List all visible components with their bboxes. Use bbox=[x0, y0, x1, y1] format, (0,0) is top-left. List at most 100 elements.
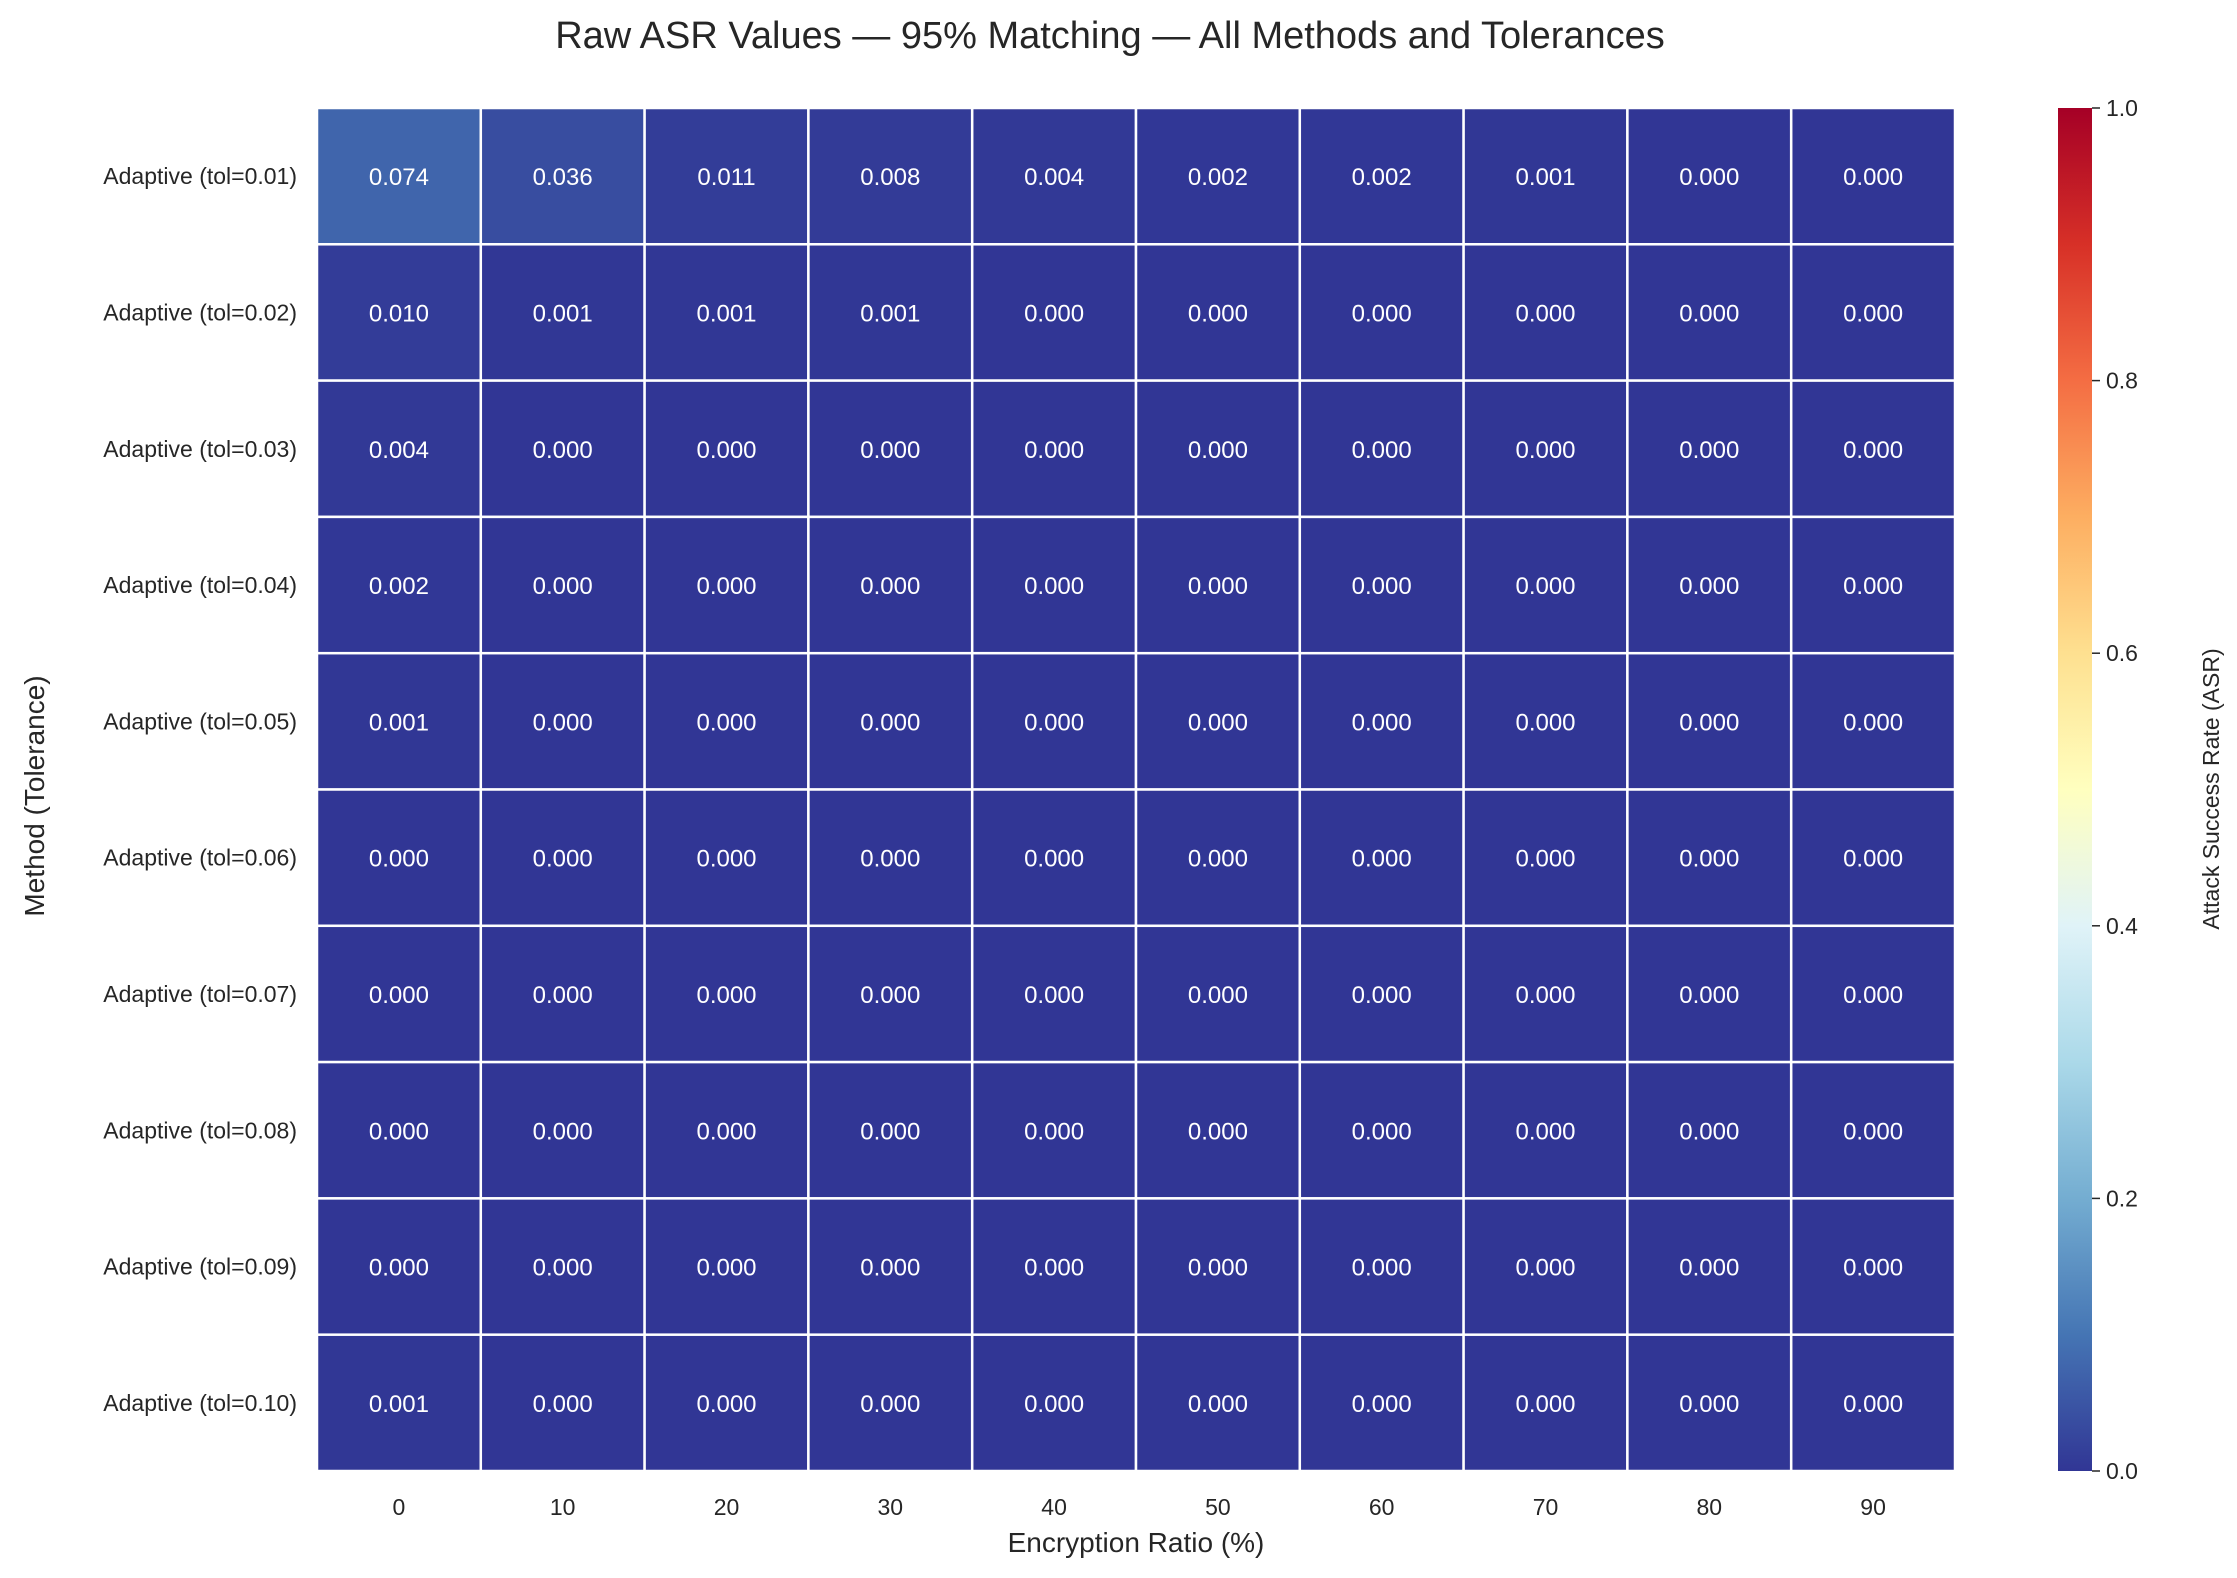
x-tick-label: 30 bbox=[878, 1494, 904, 1520]
heatmap-cell bbox=[479, 106, 646, 246]
heatmap-cell bbox=[1626, 1333, 1793, 1473]
heatmap-cell-value: 0.000 bbox=[1515, 300, 1575, 327]
heatmap-cell-value: 0.000 bbox=[696, 437, 756, 464]
heatmap-cell bbox=[1134, 788, 1302, 928]
heatmap-cell bbox=[807, 243, 974, 382]
x-tick-label: 50 bbox=[1205, 1494, 1231, 1520]
y-tick-label: Adaptive (tol=0.10) bbox=[103, 1390, 297, 1416]
heatmap-cell-value: 0.074 bbox=[369, 164, 429, 191]
heatmap-cell bbox=[1462, 651, 1629, 791]
heatmap-cell-value: 0.000 bbox=[369, 846, 429, 873]
heatmap-cell bbox=[643, 788, 810, 928]
heatmap-cell-value: 0.000 bbox=[1843, 846, 1903, 873]
heatmap-cell-value: 0.000 bbox=[1679, 1118, 1739, 1145]
heatmap-cell-value: 0.000 bbox=[696, 573, 756, 600]
colorbar-tick-label: 0.2 bbox=[2106, 1185, 2138, 1211]
heatmap-cell-value: 0.000 bbox=[1515, 573, 1575, 600]
heatmap-cell-value: 0.000 bbox=[860, 1255, 920, 1282]
colorbar-tick-label: 0.0 bbox=[2106, 1458, 2138, 1484]
heatmap-cell bbox=[1789, 1060, 1957, 1200]
heatmap-cell bbox=[643, 1197, 810, 1336]
heatmap-cell-value: 0.000 bbox=[1679, 300, 1739, 327]
heatmap-cell bbox=[479, 651, 646, 791]
x-tick-label: 20 bbox=[714, 1494, 740, 1520]
heatmap-cell-value: 0.000 bbox=[1515, 1391, 1575, 1418]
heatmap-cell-value: 0.000 bbox=[1679, 982, 1739, 1009]
y-axis-label: Method (Tolerance) bbox=[19, 675, 50, 916]
heatmap-cell bbox=[970, 1060, 1138, 1200]
heatmap-cell-value: 0.000 bbox=[1024, 1391, 1084, 1418]
colorbar-tick-label: 0.4 bbox=[2106, 913, 2138, 939]
heatmap-cell bbox=[1298, 1333, 1465, 1473]
heatmap-cell bbox=[643, 651, 810, 791]
heatmap-cell bbox=[315, 924, 483, 1064]
heatmap-cell bbox=[1626, 1197, 1793, 1336]
heatmap-cell-value: 0.000 bbox=[696, 1118, 756, 1145]
heatmap-cell-value: 0.000 bbox=[1515, 1118, 1575, 1145]
heatmap-cell-value: 0.000 bbox=[1352, 573, 1412, 600]
heatmap-cell bbox=[1134, 515, 1302, 655]
heatmap-cell-value: 0.000 bbox=[1024, 709, 1084, 736]
heatmap-cell bbox=[479, 243, 646, 382]
x-tick-label: 10 bbox=[550, 1494, 576, 1520]
heatmap-cell bbox=[315, 788, 483, 928]
heatmap-cell-value: 0.000 bbox=[1843, 1391, 1903, 1418]
heatmap-cell-value: 0.001 bbox=[369, 1391, 429, 1418]
heatmap-cell-value: 0.000 bbox=[696, 709, 756, 736]
heatmap-cell-value: 0.000 bbox=[1352, 1255, 1412, 1282]
y-tick-label: Adaptive (tol=0.08) bbox=[103, 1117, 297, 1143]
heatmap-cell bbox=[1134, 1060, 1302, 1200]
heatmap-cell bbox=[1298, 924, 1465, 1064]
heatmap-cell-value: 0.000 bbox=[1352, 846, 1412, 873]
heatmap-cell bbox=[1134, 1333, 1302, 1473]
x-axis-tick-labels: 0 10 20 30 40 50 60 70 80 90 bbox=[393, 1494, 1886, 1520]
heatmap-cell bbox=[970, 788, 1138, 928]
heatmap-cell bbox=[1462, 1060, 1629, 1200]
heatmap-cell-value: 0.000 bbox=[533, 1255, 593, 1282]
heatmap-cell bbox=[1626, 788, 1793, 928]
heatmap-cell bbox=[807, 924, 974, 1064]
heatmap-cell-value: 0.000 bbox=[860, 1118, 920, 1145]
heatmap-cell-value: 0.000 bbox=[1515, 982, 1575, 1009]
heatmap-cell-value: 0.036 bbox=[533, 164, 593, 191]
heatmap-cell-value: 0.000 bbox=[696, 982, 756, 1009]
heatmap-cell-value: 0.000 bbox=[860, 437, 920, 464]
heatmap-cell bbox=[479, 1333, 646, 1473]
heatmap-cell bbox=[1462, 243, 1629, 382]
heatmap-cell-value: 0.000 bbox=[1188, 1391, 1248, 1418]
heatmap-cell-value: 0.000 bbox=[860, 573, 920, 600]
heatmap-cell-value: 0.000 bbox=[1843, 982, 1903, 1009]
heatmap-cell-value: 0.000 bbox=[1679, 709, 1739, 736]
heatmap-cell bbox=[315, 1333, 483, 1473]
heatmap-cell bbox=[1626, 379, 1793, 519]
heatmap-cell-value: 0.008 bbox=[860, 164, 920, 191]
x-tick-label: 90 bbox=[1860, 1494, 1886, 1520]
heatmap-cell-value: 0.000 bbox=[1679, 846, 1739, 873]
colorbar bbox=[2058, 108, 2092, 1471]
heatmap-cell bbox=[479, 1197, 646, 1336]
heatmap-cell bbox=[1134, 651, 1302, 791]
heatmap-cell bbox=[1789, 651, 1957, 791]
heatmap-cell-value: 0.000 bbox=[1352, 1118, 1412, 1145]
heatmap-cell bbox=[1134, 243, 1302, 382]
heatmap-cell bbox=[479, 1060, 646, 1200]
x-tick-label: 60 bbox=[1369, 1494, 1395, 1520]
heatmap-cell-value: 0.000 bbox=[1352, 437, 1412, 464]
colorbar-tick-label: 1.0 bbox=[2106, 95, 2138, 121]
heatmap-cell bbox=[1134, 106, 1302, 246]
heatmap-cell bbox=[1462, 1333, 1629, 1473]
heatmap-cell bbox=[1789, 924, 1957, 1064]
heatmap-cell bbox=[970, 1197, 1138, 1336]
heatmap-cell-value: 0.000 bbox=[1352, 300, 1412, 327]
heatmap-cell-value: 0.000 bbox=[860, 709, 920, 736]
y-tick-label: Adaptive (tol=0.03) bbox=[103, 436, 297, 462]
heatmap-cell bbox=[1462, 1197, 1629, 1336]
heatmap-cell bbox=[1626, 651, 1793, 791]
heatmap-cell-value: 0.000 bbox=[1515, 709, 1575, 736]
heatmap-cell-value: 0.000 bbox=[533, 982, 593, 1009]
heatmap-cell bbox=[315, 106, 483, 246]
heatmap-cell-value: 0.001 bbox=[860, 300, 920, 327]
y-tick-label: Adaptive (tol=0.06) bbox=[103, 845, 297, 871]
heatmap-cell bbox=[1298, 243, 1465, 382]
heatmap-cell-value: 0.000 bbox=[1515, 437, 1575, 464]
